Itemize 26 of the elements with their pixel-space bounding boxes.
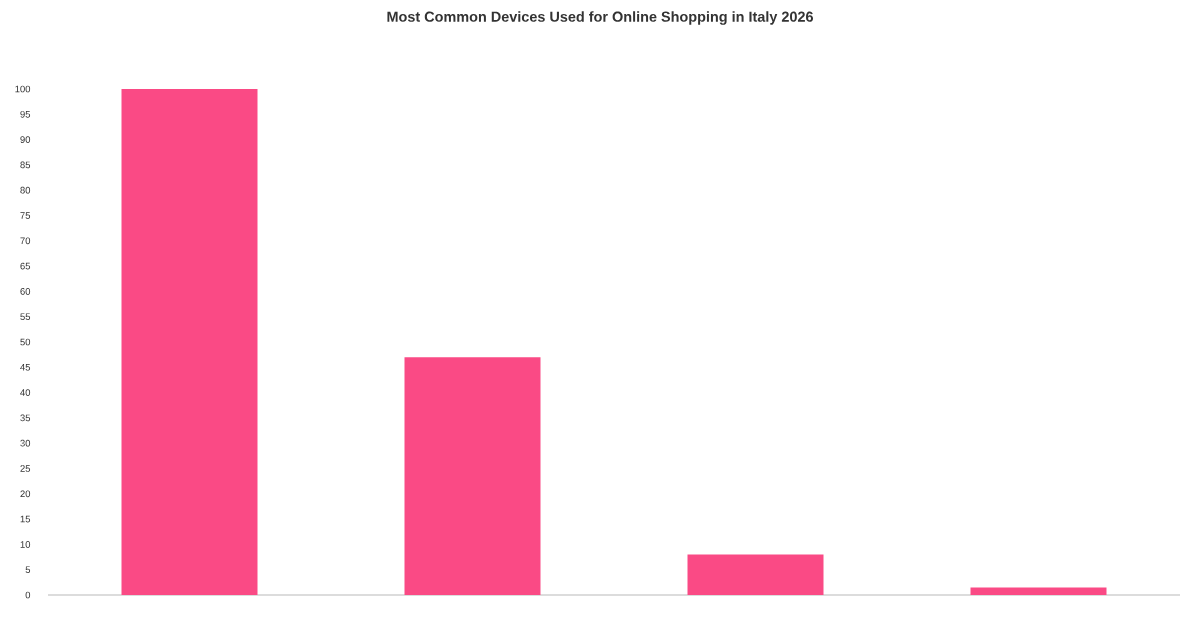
y-tick-label: 40 — [20, 389, 31, 396]
y-tick-label: 80 — [20, 186, 31, 194]
y-tick-label: 65 — [20, 262, 31, 270]
y-tick-label: 30 — [20, 439, 31, 447]
y-tick-label: 45 — [20, 363, 31, 371]
y-tick-label: 0 — [25, 591, 31, 599]
bar — [970, 587, 1107, 595]
chart-title: Most Common Devices Used for Online Shopping in Italy 2026 — [387, 11, 813, 25]
y-tick-label: 10 — [20, 541, 31, 548]
y-tick-label: 25 — [20, 465, 31, 472]
y-tick-label: 90 — [20, 136, 31, 143]
y-tick-label: 5 — [25, 566, 31, 573]
bar — [404, 357, 541, 595]
y-tick-label: 85 — [20, 161, 31, 169]
y-tick-label: 75 — [20, 212, 31, 219]
y-tick-label: 55 — [20, 313, 31, 320]
y-tick-label: 50 — [20, 338, 31, 346]
y-tick-label: 15 — [20, 515, 31, 523]
y-tick-label: 95 — [20, 110, 31, 118]
bar — [687, 554, 824, 595]
y-tick-label: 100 — [15, 85, 31, 93]
bar — [121, 89, 258, 595]
y-tick-label: 70 — [20, 237, 31, 245]
y-tick-label: 20 — [20, 490, 31, 498]
y-tick-label: 60 — [20, 288, 31, 295]
y-tick-label: 35 — [20, 414, 31, 422]
